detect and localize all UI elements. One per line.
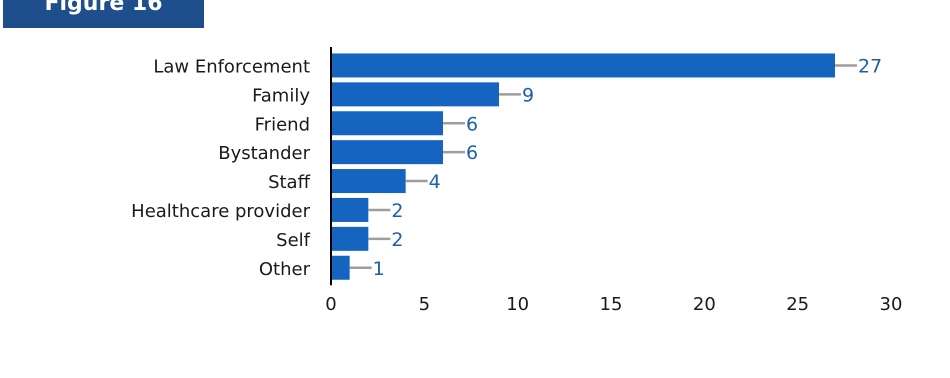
bar-1 bbox=[331, 82, 499, 106]
category-label-5: Healthcare provider bbox=[131, 201, 310, 222]
bar-4 bbox=[331, 169, 406, 193]
category-label-3: Bystander bbox=[218, 143, 310, 164]
category-labels-layer: Law Enforcement Family Friend Bystander Staf… bbox=[131, 56, 311, 279]
bar-5 bbox=[331, 198, 368, 222]
category-label-7: Other bbox=[259, 259, 311, 280]
x-tick-label-1: 5 bbox=[419, 294, 430, 315]
x-tick-label-4: 20 bbox=[693, 294, 716, 315]
category-label-4: Staff bbox=[268, 172, 311, 193]
category-label-2: Friend bbox=[255, 114, 310, 135]
x-tick-labels-layer: 0 5 10 15 20 25 30 bbox=[325, 294, 902, 315]
data-label-6: 2 bbox=[391, 229, 403, 251]
category-label-0: Law Enforcement bbox=[153, 56, 310, 77]
category-label-1: Family bbox=[252, 85, 310, 106]
data-label-4: 4 bbox=[429, 171, 441, 193]
x-tick-label-0: 0 bbox=[325, 294, 336, 315]
x-tick-label-5: 25 bbox=[786, 294, 809, 315]
data-label-7: 1 bbox=[373, 258, 385, 280]
data-label-0: 27 bbox=[858, 55, 882, 77]
data-label-2: 6 bbox=[466, 113, 478, 135]
x-tick-label-2: 10 bbox=[506, 294, 529, 315]
bar-7 bbox=[331, 256, 350, 280]
bar-0 bbox=[331, 53, 835, 77]
x-tick-label-6: 30 bbox=[880, 294, 903, 315]
data-label-3: 6 bbox=[466, 142, 478, 164]
bars-layer bbox=[331, 53, 835, 279]
data-label-5: 2 bbox=[391, 200, 403, 222]
bar-6 bbox=[331, 227, 368, 251]
x-tick-label-3: 15 bbox=[600, 294, 623, 315]
category-label-6: Self bbox=[276, 230, 311, 251]
data-label-1: 9 bbox=[522, 84, 534, 106]
bar-3 bbox=[331, 140, 443, 164]
bar-2 bbox=[331, 111, 443, 135]
